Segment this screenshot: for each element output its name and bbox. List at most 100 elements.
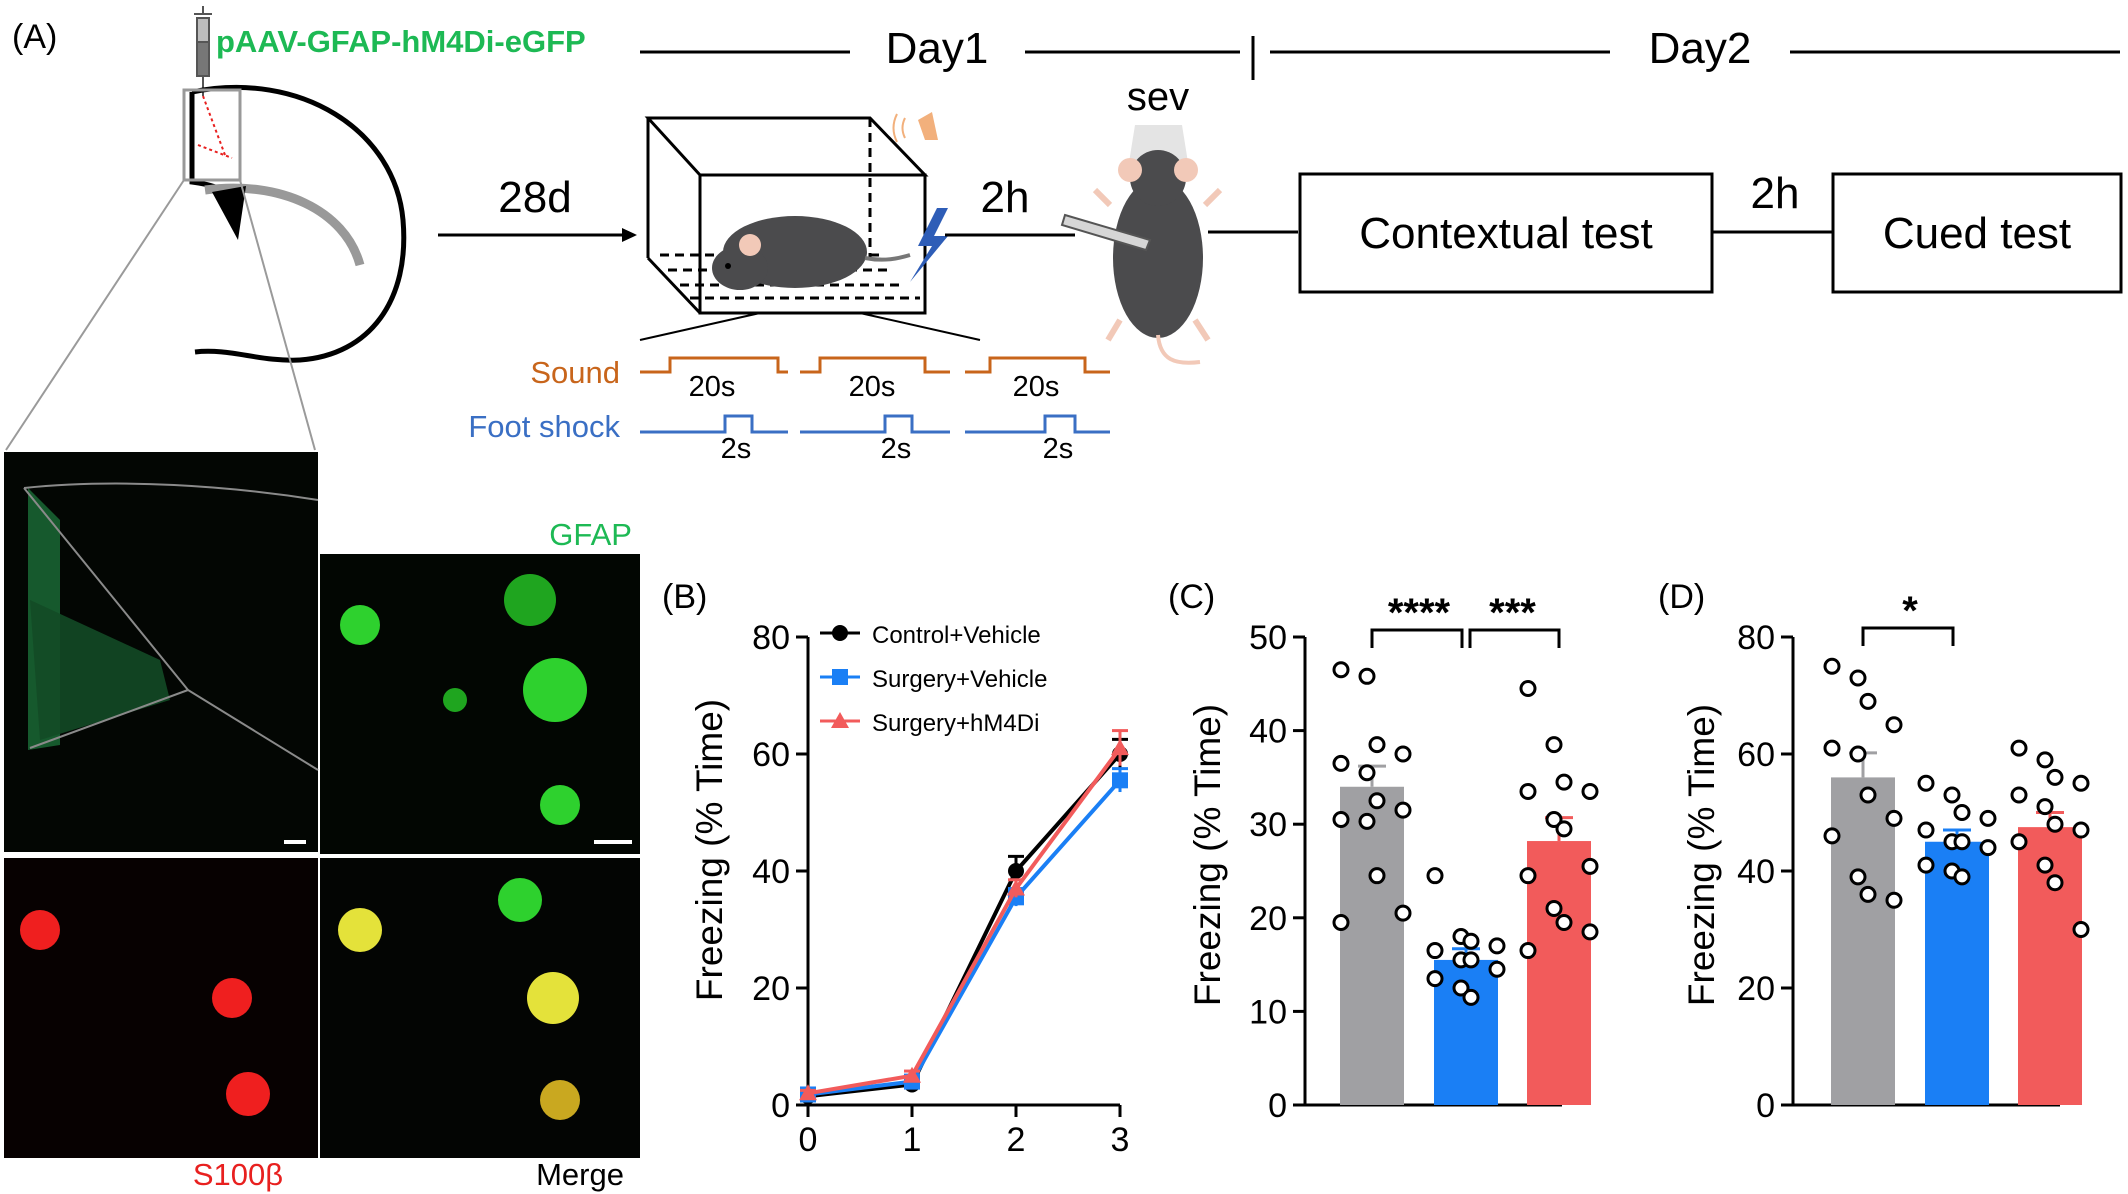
legend-control-label: Control+Vehicle [872,622,1041,649]
panel-d-ytick-label: 80 [1737,619,1775,657]
panel-d-datapoint [2046,874,2064,892]
panel-d-datapoint [1953,868,1971,886]
panel-d-datapoint [1859,692,1877,710]
panel-c-datapoint [1452,979,1470,997]
panel-d-datapoint [1849,669,1867,687]
panel-b-axes: 0 20 40 60 80 0 1 2 3 [752,619,1129,1159]
day2-label: Day2 [1649,24,1752,73]
panel-d-datapoint [1885,809,1903,827]
panel-c-label: (C) [1168,578,1215,616]
sound-durations: 20s 20s 20s [689,371,1060,403]
panel-c-datapoint [1394,745,1412,763]
panel-b-ytick-label: 80 [752,619,790,657]
panel-c-datapoint [1332,661,1350,679]
panel-b-label: (B) [662,578,707,616]
panel-b-series [799,729,1129,1105]
panel-c-datapoint [1519,782,1537,800]
panel-c-bar [1340,786,1404,1105]
merge-label: Merge [536,1157,624,1192]
panel-d-label: (D) [1658,578,1705,616]
legend-item-surgery-vehicle: Surgery+Vehicle [820,666,1047,693]
panel-d-datapoint [2072,821,2090,839]
panel-d-datapoint [1979,809,1997,827]
cued-test-label: Cued test [1883,209,2071,258]
day1-label: Day1 [886,24,989,73]
shock-durations: 2s 2s 2s [721,433,1074,465]
panel-c-datapoint [1555,773,1573,791]
panel-d-datapoint [1943,786,1961,804]
panel-c-datapoint [1555,913,1573,931]
sevoflurane-mouse-icon [1060,125,1223,365]
panel-d-datapoint [1885,891,1903,909]
panel-c-datapoint [1462,932,1480,950]
panel-b-series-line [807,752,1122,1099]
panel-c-datapoint [1581,782,1599,800]
panel-d-datapoint [1849,868,1867,886]
panel-b-series-line [807,746,1122,1096]
panel-d-datapoint [2046,815,2064,833]
panel-c-ytick-label: 50 [1249,619,1287,657]
delay-2h-first: 2h [981,173,1030,222]
panel-d-sig-label: * [1902,589,1918,633]
panel-b-xtick-label: 0 [799,1121,818,1159]
shock-trace [640,414,1110,434]
panel-c-sig-bracket [1370,628,1464,648]
panel-d-datapoint [1979,839,1997,857]
panel-c-ytick-label: 0 [1268,1087,1287,1125]
panel-c-ytick-label: 10 [1249,993,1287,1031]
panel-d-ytick-label: 0 [1756,1087,1775,1125]
panel-d-datapoint [1953,833,1971,851]
timeline-day1: Day1 [640,24,1255,80]
panel-b-point [1111,739,1129,756]
panel-d-bar [1831,777,1895,1105]
micrograph-s100b: S100β [4,858,318,1192]
panel-b-point [799,1084,817,1101]
panel-d-ytick-label: 40 [1737,853,1775,891]
panel-b-point [1008,863,1024,879]
panel-c-ytick-label: 30 [1249,806,1287,844]
conditioning-chamber-icon [644,116,929,315]
panel-b-point [1112,772,1128,789]
panel-d-datapoint [2036,798,2054,816]
panel-b-ytick-label: 60 [752,736,790,774]
sev-label: sev [1127,75,1189,119]
panel-c-datapoint [1555,820,1573,838]
panel-d-datapoint [1849,745,1867,763]
panel-b-point [1007,879,1025,896]
panel-c-datapoint [1332,754,1350,772]
panel-d-datapoint [1953,804,1971,821]
panel-b-xtick-label: 3 [1111,1121,1130,1159]
chamber-zoom-lines [639,312,981,341]
panel-d-datapoint [2010,786,2028,804]
panel-c-datapoint [1332,811,1350,829]
panel-d-datapoint [1823,657,1841,675]
panel-b-xtick-label: 1 [903,1121,922,1159]
panel-c-bar [1527,841,1591,1105]
sound-duration-1: 20s [689,371,736,403]
sound-duration-3: 20s [1013,371,1060,403]
legend-surgery-vehicle-label: Surgery+Vehicle [872,666,1047,693]
panel-c-datapoint [1581,923,1599,941]
panel-c-datapoint [1358,764,1376,782]
arrow-28d-icon [438,228,637,242]
panel-c-datapoint [1426,867,1444,885]
panel-b: (B) Freezing (% Time) 0 20 40 60 80 0 1 2 3 Cont… [662,578,1129,1159]
contextual-test-box: Contextual test [1298,172,1714,294]
panel-c-datapoint [1545,899,1563,917]
panel-b-point [903,1066,921,1083]
panel-c-sig-label: *** [1489,591,1536,635]
contextual-test-label: Contextual test [1359,209,1653,258]
speaker-icon [892,112,938,143]
panel-c-datapoint [1462,988,1480,1006]
panel-d-datapoint [1917,856,1935,874]
panel-b-legend: Control+Vehicle Surgery+Vehicle Surgery+… [820,622,1047,737]
panel-d-bars: * [1823,589,2090,1105]
panel-c-ytick-label: 40 [1249,713,1287,751]
panel-b-xtick-label: 2 [1007,1121,1026,1159]
panel-d-datapoint [2036,751,2054,769]
panel-d-datapoint [2072,921,2090,938]
panel-b-ytick-label: 40 [752,853,790,891]
panel-c-datapoint [1426,942,1444,960]
